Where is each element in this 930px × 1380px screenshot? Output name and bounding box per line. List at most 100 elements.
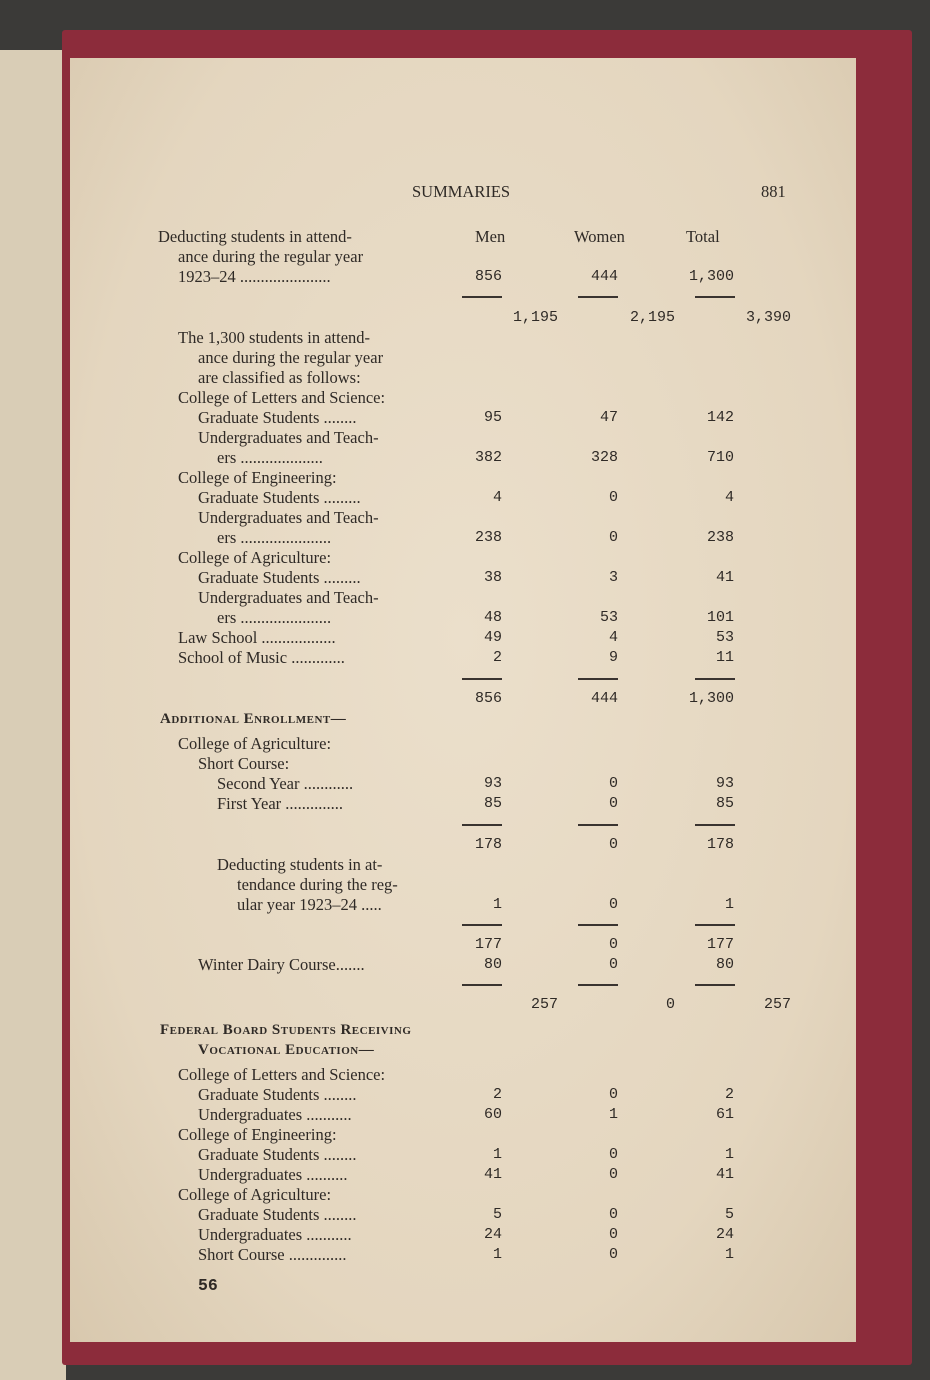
value-men: 382 (474, 449, 502, 466)
rule-total (695, 296, 735, 298)
value-total: 1,300 (688, 268, 734, 285)
row-label: ers .................... (217, 448, 323, 467)
value-total: 1 (724, 1146, 734, 1163)
value-women: 0 (608, 529, 618, 546)
rule-men (462, 984, 502, 986)
value-women: 0 (608, 1166, 618, 1183)
value-total: 177 (706, 936, 734, 953)
value-total: 85 (715, 795, 734, 812)
row-label: ers ...................... (217, 528, 332, 547)
row-label: Graduate Students ......... (198, 568, 361, 587)
value-total: 1,300 (688, 690, 734, 707)
value-men: 93 (483, 775, 502, 792)
column-header-men: Men (475, 227, 506, 246)
value-total: 11 (715, 649, 734, 666)
row-label: ers ...................... (217, 608, 332, 627)
row-label: Undergraduates and Teach- (198, 508, 379, 527)
value-women: 0 (608, 1226, 618, 1243)
row-label: Deducting students in attend- (158, 227, 352, 246)
row-label: Undergraduates and Teach- (198, 428, 379, 447)
row-label: College of Agriculture: (178, 1185, 332, 1204)
running-title: SUMMARIES (412, 182, 511, 201)
row-label: Undergraduates ........... (198, 1225, 352, 1244)
row-label: College of Letters and Science: (178, 388, 386, 407)
row-label: are classified as follows: (198, 368, 361, 387)
value-women: 444 (590, 268, 618, 285)
rule-total (695, 984, 735, 986)
value-men: 2 (492, 649, 502, 666)
value-total: 93 (715, 775, 734, 792)
value-total: 41 (715, 1166, 734, 1183)
value-women: 53 (599, 609, 618, 626)
value-women: 4 (608, 629, 618, 646)
row-label: Deducting students in at- (217, 855, 383, 874)
value-men: 48 (483, 609, 502, 626)
row-label: College of Engineering: (178, 468, 337, 487)
row-label: 1923–24 ...................... (178, 267, 331, 286)
rule-women (578, 984, 618, 986)
value-total: 53 (715, 629, 734, 646)
rule-women (578, 296, 618, 298)
value-men: 856 (474, 268, 502, 285)
value-men: 178 (474, 836, 502, 853)
value-men: 1 (492, 1146, 502, 1163)
value-total: 61 (715, 1106, 734, 1123)
value-women: 0 (608, 489, 618, 506)
document-page (70, 58, 856, 1342)
value-women: 47 (599, 409, 618, 426)
row-label: The 1,300 students in attend- (178, 328, 371, 347)
value-women: 9 (608, 649, 618, 666)
value-total: 178 (706, 836, 734, 853)
value-men: 2 (492, 1086, 502, 1103)
subtotal-men: 257 (530, 996, 558, 1013)
value-women: 0 (608, 936, 618, 953)
row-label: ance during the regular year (178, 247, 364, 266)
row-label: First Year .............. (217, 794, 344, 813)
column-header-total: Total (686, 227, 720, 246)
value-men: 95 (483, 409, 502, 426)
rule-men (462, 296, 502, 298)
value-total: 5 (724, 1206, 734, 1223)
value-men: 80 (483, 956, 502, 973)
row-label: College of Engineering: (178, 1125, 337, 1144)
row-label: Undergraduates .......... (198, 1165, 348, 1184)
value-women: 0 (608, 1246, 618, 1263)
subtotal-men: 1,195 (512, 309, 558, 326)
row-label: Law School .................. (178, 628, 336, 647)
value-total: 4 (724, 489, 734, 506)
value-total: 101 (706, 609, 734, 626)
value-women: 0 (608, 956, 618, 973)
value-total: 24 (715, 1226, 734, 1243)
value-men: 38 (483, 569, 502, 586)
subtotal-women: 0 (665, 996, 675, 1013)
value-women: 0 (608, 836, 618, 853)
subtotal-women: 2,195 (629, 309, 675, 326)
subtotal-total: 257 (763, 996, 791, 1013)
page-number: 881 (761, 182, 786, 201)
value-women: 0 (608, 1146, 618, 1163)
value-women: 328 (590, 449, 618, 466)
value-men: 177 (474, 936, 502, 953)
row-label: Second Year ............ (217, 774, 354, 793)
value-men: 85 (483, 795, 502, 812)
value-men: 49 (483, 629, 502, 646)
row-label: Winter Dairy Course....... (198, 955, 365, 974)
value-total: 80 (715, 956, 734, 973)
value-men: 5 (492, 1206, 502, 1223)
subtotal-total: 3,390 (745, 309, 791, 326)
row-label: ance during the regular year (198, 348, 384, 367)
column-header-women: Women (574, 227, 625, 246)
row-label: Graduate Students ........ (198, 1145, 357, 1164)
row-label: ular year 1923–24 ..... (237, 895, 382, 914)
value-women: 0 (608, 1206, 618, 1223)
rule-men (462, 678, 502, 680)
value-total: 238 (706, 529, 734, 546)
value-total: 41 (715, 569, 734, 586)
value-men: 24 (483, 1226, 502, 1243)
rule-women (578, 824, 618, 826)
rule-women (578, 678, 618, 680)
row-label: Graduate Students ........ (198, 1085, 357, 1104)
value-men: 4 (492, 489, 502, 506)
rule-total (695, 678, 735, 680)
section-heading: Federal Board Students Receiving (160, 1022, 412, 1038)
